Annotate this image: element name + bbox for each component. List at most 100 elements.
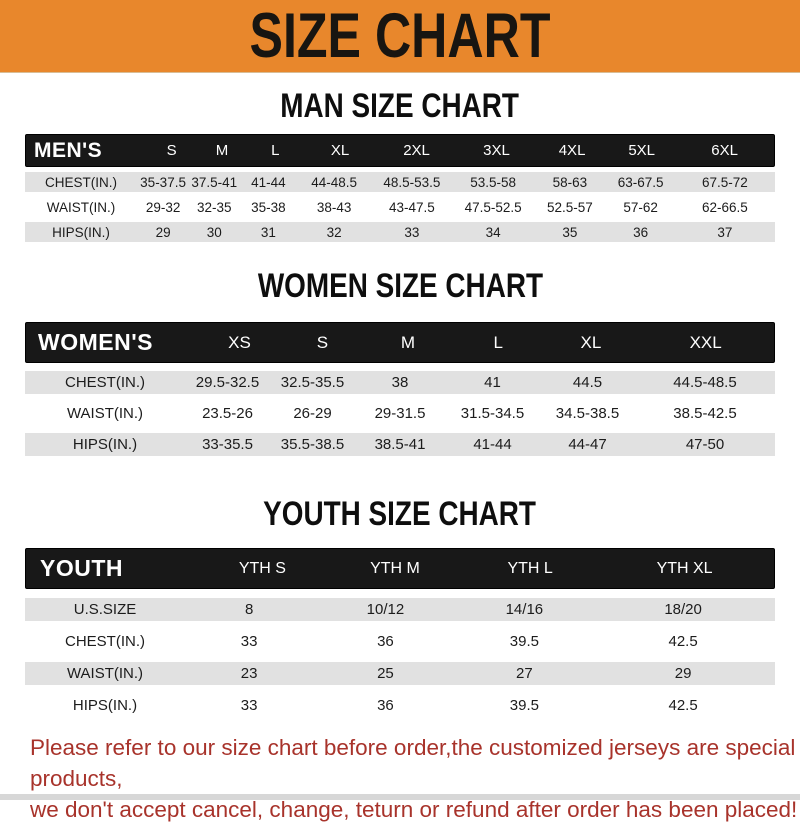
row-label: HIPS(IN.) (72, 697, 138, 714)
banner-title: SIZE CHART (249, 0, 551, 72)
size-value: 27 (516, 665, 533, 682)
size-value: 47-50 (685, 436, 725, 453)
size-value: 38.5-41 (374, 436, 426, 453)
table-row: HIPS(IN.) 29 30 31 32 33 34 35 36 37 (25, 222, 775, 242)
table-row: CHEST(IN.) 35-37.5 37.5-41 41-44 44-48.5 48.5… (25, 172, 775, 192)
size-value: 29.5-32.5 (195, 374, 260, 391)
size-value: 62-66.5 (701, 199, 748, 215)
size-value: 34 (485, 224, 501, 240)
size-value: 33 (240, 633, 258, 650)
bottom-edge-divider (0, 794, 800, 800)
man-section-heading-text: MAN SIZE CHART (280, 85, 520, 126)
column-header: YTH S (238, 559, 286, 577)
size-value: 23.5-26 (202, 405, 253, 422)
size-value: 53.5-58 (470, 174, 517, 190)
size-value: 35-38 (251, 199, 286, 215)
size-value: 8 (244, 601, 254, 618)
row-label: WAIST(IN.) (46, 199, 116, 215)
man-size-table: MEN'S S M L XL 2XL 3XL 4XL 5XL 6XL CHEST(IN.) 35-37… (25, 134, 775, 242)
disclaimer-footer: Please refer to our size chart before or… (30, 732, 800, 825)
size-value: 37.5-41 (191, 174, 238, 190)
column-header: YTH M (370, 559, 420, 577)
size-value: 32.5-35.5 (280, 374, 345, 391)
size-value: 35 (562, 224, 578, 240)
women-section-heading: WOMEN SIZE CHART (0, 266, 800, 305)
column-header: M (215, 142, 229, 159)
size-value: 36 (633, 224, 649, 240)
size-chart-banner: SIZE CHART (0, 0, 800, 73)
size-value: 57-62 (623, 199, 658, 215)
size-value: 38-43 (316, 199, 352, 215)
size-value: 29 (155, 224, 171, 240)
size-value: 10/12 (366, 601, 405, 618)
man-section-heading: MAN SIZE CHART (0, 85, 800, 126)
column-header: 6XL (711, 142, 738, 159)
table-header-row: WOMEN'S XS S M L XL XXL (25, 322, 775, 363)
size-value: 39.5 (509, 633, 539, 650)
size-value: 44.5-48.5 (673, 374, 737, 391)
column-header: XXL (689, 332, 722, 352)
row-label: HIPS(IN.) (72, 436, 138, 453)
column-header: L (493, 332, 503, 352)
size-value: 67.5-72 (701, 174, 748, 190)
youth-section-heading: YOUTH SIZE CHART (0, 493, 800, 534)
size-value: 26-29 (293, 405, 332, 422)
disclaimer-line-1: Please refer to our size chart before or… (30, 735, 796, 791)
size-value: 58-63 (552, 174, 588, 190)
row-label: CHEST(IN.) (65, 633, 145, 650)
size-value: 42.5 (668, 697, 698, 714)
women-size-chart-section: WOMEN SIZE CHART WOMEN'S XS S M L XL XXL CHEST(… (0, 266, 800, 456)
column-header: S (316, 332, 329, 352)
size-value: 29-31.5 (374, 405, 426, 422)
size-value: 47.5-52.5 (464, 199, 522, 215)
size-value: 33 (240, 697, 258, 714)
size-value: 14/16 (505, 601, 544, 618)
row-label: WAIST(IN.) (66, 665, 144, 682)
size-value: 29-32 (145, 199, 181, 215)
size-value: 43-47.5 (388, 199, 435, 215)
size-value: 31 (260, 224, 276, 240)
size-value: 44-47 (568, 436, 607, 453)
row-label: HIPS(IN.) (52, 224, 110, 240)
column-header: M (400, 332, 415, 352)
column-header: YTH L (507, 559, 553, 577)
size-value: 33 (404, 224, 420, 240)
column-header: L (271, 142, 280, 159)
size-value: 44.5 (572, 374, 603, 391)
size-value: 32-35 (196, 199, 232, 215)
size-value: 30 (206, 224, 222, 240)
table-row: WAIST(IN.) 23.5-26 26-29 29-31.5 31.5-34.5 34… (25, 402, 775, 425)
table-row: WAIST(IN.) 23 25 27 29 (25, 662, 775, 685)
size-value: 42.5 (668, 633, 698, 650)
table-row: WAIST(IN.) 29-32 32-35 35-38 38-43 43-47.5 47.… (25, 197, 775, 217)
size-value: 52.5-57 (546, 199, 593, 215)
column-header: S (166, 142, 177, 159)
row-label: CHEST(IN.) (45, 174, 117, 190)
size-value: 36 (377, 633, 394, 650)
youth-section-heading-text: YOUTH SIZE CHART (263, 493, 537, 534)
size-value: 34.5-38.5 (555, 405, 620, 422)
man-size-chart-section: MAN SIZE CHART MEN'S S M L XL 2XL 3XL 4XL 5XL 6XL… (0, 85, 800, 242)
size-value: 41 (484, 374, 501, 391)
column-header: 2XL (403, 142, 430, 159)
row-label: CHEST(IN.) (65, 374, 145, 391)
size-value: 36 (377, 697, 394, 714)
table-row: HIPS(IN.) 33 36 39.5 42.5 (25, 694, 775, 717)
table-corner-label: YOUTH (40, 555, 123, 581)
table-corner-label: MEN'S (34, 138, 103, 162)
column-header: 5XL (628, 142, 656, 159)
youth-size-chart-section: YOUTH SIZE CHART YOUTH YTH S YTH M YTH L YTH… (0, 493, 800, 717)
size-value: 23 (240, 665, 258, 682)
column-header: XS (228, 332, 251, 352)
size-value: 18/20 (664, 601, 702, 618)
women-size-table: WOMEN'S XS S M L XL XXL CHEST(IN.) 29.5-32.5 32.5… (25, 322, 775, 456)
column-header: XL (580, 332, 602, 352)
table-row: HIPS(IN.) 33-35.5 35.5-38.5 38.5-41 41-44 44-… (25, 433, 775, 456)
size-value: 37 (717, 224, 733, 240)
column-header: 4XL (558, 142, 586, 159)
table-row: CHEST(IN.) 33 36 39.5 42.5 (25, 630, 775, 653)
size-value: 32 (326, 224, 342, 240)
size-value: 63-67.5 (617, 174, 664, 190)
row-label: WAIST(IN.) (66, 405, 144, 422)
size-value: 38 (391, 374, 409, 391)
